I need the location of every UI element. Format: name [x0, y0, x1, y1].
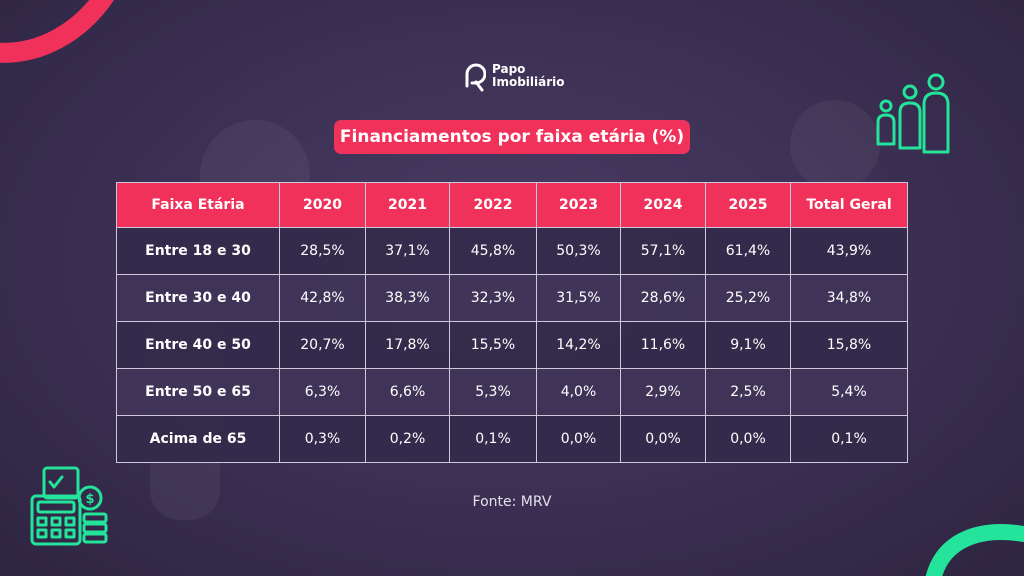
papo-logo-icon [465, 63, 486, 92]
column-header: 2023 [536, 182, 621, 228]
table-cell: 43,9% [790, 227, 908, 275]
chart-title: Financiamentos por faixa etária (%) [334, 120, 690, 154]
table-cell: 0,0% [705, 415, 791, 463]
svg-text:$: $ [85, 492, 94, 507]
column-header: 2020 [279, 182, 366, 228]
brand-name-line2: Imobiliário [492, 75, 565, 89]
row-label: Entre 30 e 40 [116, 274, 280, 322]
table-cell: 25,2% [705, 274, 791, 322]
family-icon [876, 73, 950, 154]
table-cell: 0,1% [790, 415, 908, 463]
table-row: Entre 18 e 30 28,5% 37,1% 45,8% 50,3% 57… [116, 227, 908, 275]
table-cell: 28,6% [620, 274, 706, 322]
table-cell: 42,8% [279, 274, 366, 322]
table-row: Entre 40 e 50 20,7% 17,8% 15,5% 14,2% 11… [116, 321, 908, 369]
row-label: Entre 50 e 65 [116, 368, 280, 416]
table-cell: 17,8% [365, 321, 450, 369]
table-cell: 5,3% [449, 368, 537, 416]
table-cell: 4,0% [536, 368, 621, 416]
table-cell: 14,2% [536, 321, 621, 369]
source-note: Fonte: MRV [472, 494, 552, 510]
table-cell: 31,5% [536, 274, 621, 322]
table-cell: 11,6% [620, 321, 706, 369]
table-cell: 0,0% [620, 415, 706, 463]
brand-name: Papo Imobiliário [492, 63, 565, 89]
table-header-row: Faixa Etária 2020 2021 2022 2023 2024 20… [116, 182, 908, 228]
row-label: Entre 18 e 30 [116, 227, 280, 275]
table-cell: 57,1% [620, 227, 706, 275]
table-cell: 15,8% [790, 321, 908, 369]
column-header: Total Geral [790, 182, 908, 228]
table-cell: 0,0% [536, 415, 621, 463]
column-header: 2021 [365, 182, 450, 228]
table-cell: 15,5% [449, 321, 537, 369]
table-cell: 2,9% [620, 368, 706, 416]
brand-logo: Papo Imobiliário [458, 56, 565, 96]
table-cell: 9,1% [705, 321, 791, 369]
table-cell: 28,5% [279, 227, 366, 275]
table-cell: 0,2% [365, 415, 450, 463]
table-row: Entre 50 e 65 6,3% 6,6% 5,3% 4,0% 2,9% 2… [116, 368, 908, 416]
table-row: Acima de 65 0,3% 0,2% 0,1% 0,0% 0,0% 0,0… [116, 415, 908, 463]
column-header: 2022 [449, 182, 537, 228]
green-arc-decoration [925, 524, 1024, 576]
table-row: Entre 30 e 40 42,8% 38,3% 32,3% 31,5% 28… [116, 274, 908, 322]
table-cell: 34,8% [790, 274, 908, 322]
calculator-money-icon: $ [30, 466, 108, 546]
table-cell: 5,4% [790, 368, 908, 416]
row-label: Acima de 65 [116, 415, 280, 463]
table-cell: 6,6% [365, 368, 450, 416]
pink-wave-decoration [0, 0, 115, 63]
data-table: Faixa Etária 2020 2021 2022 2023 2024 20… [116, 182, 908, 463]
table-cell: 0,3% [279, 415, 366, 463]
table-cell: 6,3% [279, 368, 366, 416]
table-cell: 32,3% [449, 274, 537, 322]
table-cell: 61,4% [705, 227, 791, 275]
background-figure [790, 100, 880, 190]
table-cell: 37,1% [365, 227, 450, 275]
column-header: Faixa Etária [116, 182, 280, 228]
table-cell: 38,3% [365, 274, 450, 322]
brand-name-line1: Papo [492, 62, 526, 76]
column-header: 2024 [620, 182, 706, 228]
table-cell: 2,5% [705, 368, 791, 416]
column-header: 2025 [705, 182, 791, 228]
table-cell: 45,8% [449, 227, 537, 275]
table-cell: 20,7% [279, 321, 366, 369]
table-cell: 0,1% [449, 415, 537, 463]
row-label: Entre 40 e 50 [116, 321, 280, 369]
table-cell: 50,3% [536, 227, 621, 275]
